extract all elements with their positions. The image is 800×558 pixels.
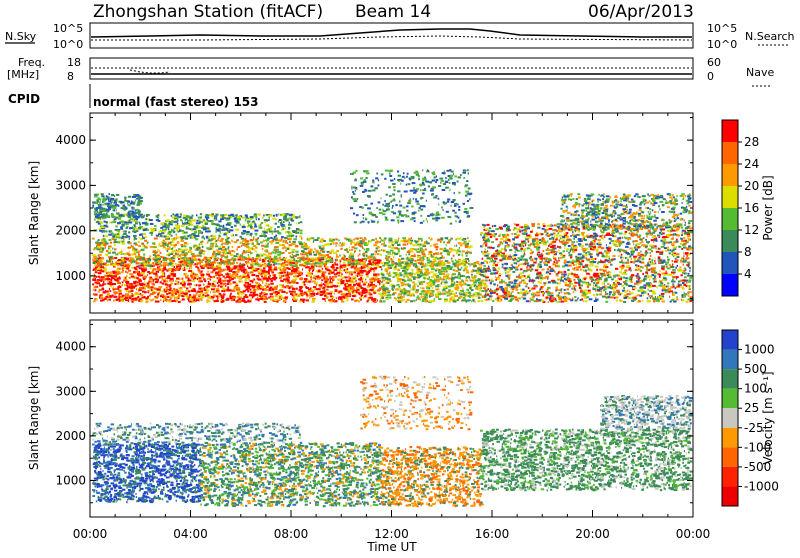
power-colorbar-swatch <box>722 142 738 164</box>
velocity-colorbar-tick: 1000 <box>744 343 775 357</box>
velocity-colorbar-tick: 25 <box>744 401 759 415</box>
noise-tick-bottom-left: 10^0 <box>53 38 83 51</box>
power-colorbar-swatch <box>722 274 738 296</box>
x-tick-label: 12:00 <box>374 527 409 541</box>
x-tick-label: 00:00 <box>73 527 108 541</box>
station-title: Zhongshan Station (fitACF) <box>93 2 323 22</box>
x-tick-label: 20:00 <box>575 527 610 541</box>
nsky-label: N.Sky <box>5 30 37 43</box>
time-axis: 00:00 04:00 08:00 12:00 16:00 20:00 00:00 <box>73 527 711 541</box>
velocity-colorbar-swatch <box>722 486 738 506</box>
freq-tick-top-left: 18 <box>67 56 81 69</box>
power-y-tick-label: 2000 <box>55 224 86 238</box>
x-tick-label: 04:00 <box>173 527 208 541</box>
x-tick-label: 08:00 <box>274 527 309 541</box>
x-tick-label: 16:00 <box>475 527 510 541</box>
power-colorbar-tick: 12 <box>744 223 759 237</box>
power-colorbar-tick: 8 <box>744 245 752 259</box>
power-colorbar-swatch <box>722 186 738 208</box>
nsearch-label: N.Search <box>745 30 795 43</box>
power-colorbar: 4 8 12 16 20 24 28 Power [dB] <box>722 120 775 296</box>
velocity-y-tick-label: 3000 <box>55 384 86 398</box>
power-colorbar-swatch <box>722 164 738 186</box>
power-colorbar-label: Power [dB] <box>761 175 775 240</box>
date-label: 06/Apr/2013 <box>588 2 694 22</box>
mode-label: normal (fast stereo) 153 <box>93 95 259 109</box>
frequency-strip: Freq. [MHz] 18 8 60 0 Nave <box>7 56 774 86</box>
freq-tick-top-right: 60 <box>707 56 721 69</box>
power-colorbar-swatch <box>722 120 738 142</box>
freq-tick-bottom-left: 8 <box>67 70 74 83</box>
velocity-y-axis-label: Slant Range [km] <box>27 366 41 470</box>
noise-strip: N.Sky N.Search 10^5 10^0 10^5 10^0 <box>5 22 795 51</box>
power-colorbar-tick: 20 <box>744 179 759 193</box>
power-panel: 1000 2000 3000 4000 Slant Range [km] <box>27 113 694 313</box>
power-y-tick-label: 3000 <box>55 178 86 192</box>
velocity-y-tick-label: 4000 <box>55 340 86 354</box>
x-axis-label: Time UT <box>366 540 417 554</box>
power-colorbar-swatch <box>722 230 738 252</box>
power-colorbar-tick: 28 <box>744 135 759 149</box>
velocity-panel: 1000 2000 3000 4000 Slant Range [km] <box>27 320 693 517</box>
velocity-colorbar-swatch <box>722 467 738 487</box>
noise-tick-bottom-right: 10^0 <box>707 38 737 51</box>
power-y-tick-label: 1000 <box>55 269 86 283</box>
nave-label: Nave <box>746 66 774 79</box>
x-tick-label: 00:00 <box>676 527 711 541</box>
noise-tick-top-left: 10^5 <box>53 22 83 35</box>
power-colorbar-tick: 24 <box>744 157 759 171</box>
power-colorbar-swatch <box>722 252 738 274</box>
power-colorbar-tick: 16 <box>744 201 759 215</box>
noise-sky-line <box>91 29 692 37</box>
power-colorbar-swatch <box>722 208 738 230</box>
velocity-colorbar-swatch <box>722 447 738 467</box>
velocity-colorbar-tick: -1000 <box>744 479 779 493</box>
power-y-axis-label: Slant Range [km] <box>27 161 41 265</box>
power-colorbar-tick: 4 <box>744 267 752 281</box>
cpid-label: CPID <box>8 92 40 106</box>
velocity-y-tick-label: 2000 <box>55 429 86 443</box>
beam-label: Beam 14 <box>355 2 431 22</box>
velocity-colorbar-swatch <box>722 330 738 350</box>
freq-tick-bottom-right: 0 <box>707 70 714 83</box>
velocity-y-tick-label: 1000 <box>55 473 86 487</box>
velocity-colorbar-swatch <box>722 408 738 428</box>
freq-unit-label: [MHz] <box>7 68 39 81</box>
velocity-colorbar-swatch <box>722 350 738 370</box>
velocity-colorbar-swatch <box>722 369 738 389</box>
power-y-tick-label: 4000 <box>55 133 86 147</box>
velocity-colorbar-label: Velocity [m s⁻¹] <box>761 371 775 464</box>
velocity-colorbar-swatch <box>722 428 738 448</box>
noise-tick-top-right: 10^5 <box>707 22 737 35</box>
velocity-colorbar-swatch <box>722 389 738 409</box>
